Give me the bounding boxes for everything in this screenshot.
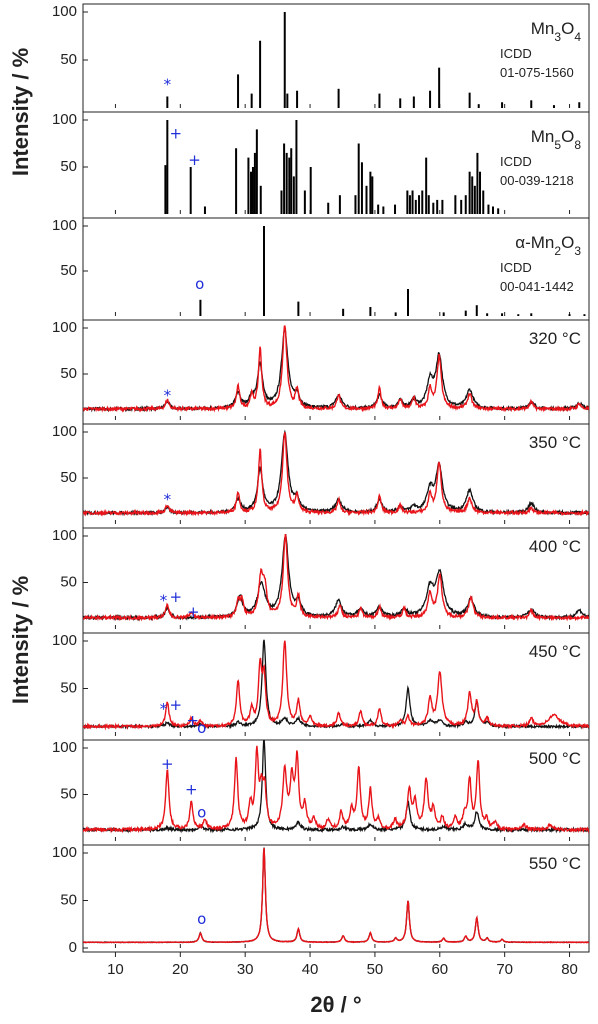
panel-temperature-label: 500 °C: [529, 749, 581, 768]
y-tick-label: 50: [60, 469, 77, 486]
x-tick-label: 10: [107, 961, 124, 978]
reference-source: ICDD: [500, 260, 532, 275]
y-tick-label: 0: [69, 939, 77, 956]
x-tick-label: 40: [302, 961, 319, 978]
panel-temperature-label: 450 °C: [529, 642, 581, 661]
phase-marker: *: [164, 491, 172, 509]
panel-temperature-label: 550 °C: [529, 854, 581, 873]
panel: 50 100 Mn5O8 ICDD 00-039-1218 + +: [52, 111, 590, 219]
y-axis-title-bottom: Intensity / %: [8, 576, 33, 704]
measured-pattern: [83, 740, 589, 834]
panel-temperature-label: 320 °C: [529, 329, 581, 348]
phase-marker: +: [188, 151, 201, 169]
phase-marker: *: [164, 387, 172, 405]
phase-marker: +: [169, 125, 182, 143]
phase-marker: +: [169, 696, 182, 714]
phase-label: Mn3O4: [531, 19, 582, 44]
phase-marker: +: [186, 711, 199, 729]
panel: 0 50 100 550 °C o: [52, 844, 590, 956]
phase-marker: o: [197, 719, 206, 737]
x-axis-title: 2θ / °: [310, 992, 361, 1017]
reference-code: 00-039-1218: [500, 173, 574, 188]
y-tick-label: 100: [52, 217, 77, 234]
measured-pattern: [83, 847, 589, 944]
phase-marker: *: [160, 592, 168, 610]
y-tick-label: 50: [60, 365, 77, 382]
phase-marker: o: [197, 804, 206, 822]
panel: 50 100 Mn3O4 ICDD 01-075-1560 *: [52, 3, 590, 113]
y-tick-label: 50: [60, 891, 77, 908]
fit-pattern: [83, 325, 589, 413]
x-tick-label: 20: [172, 961, 189, 978]
phase-marker: +: [169, 588, 182, 606]
phase-marker: o: [197, 910, 206, 928]
phase-marker: *: [160, 700, 168, 718]
phase-label: α-Mn2O3: [515, 233, 581, 258]
panel: 50 100 320 °C *: [52, 319, 590, 425]
phase-label: Mn5O8: [531, 127, 582, 152]
panel: 50 100 500 °C + + o: [52, 739, 590, 846]
y-tick-label: 50: [60, 51, 77, 68]
phase-marker: *: [164, 75, 172, 93]
x-tick-label: 50: [367, 961, 384, 978]
fit-pattern: [83, 847, 589, 944]
reference-code: 00-041-1442: [500, 279, 574, 294]
phase-marker: +: [185, 780, 198, 798]
phase-marker: +: [161, 755, 174, 773]
y-tick-label: 100: [52, 3, 77, 20]
y-tick-label: 50: [60, 573, 77, 590]
panel-frame: [82, 844, 590, 953]
reference-source: ICDD: [500, 46, 532, 61]
y-tick-label: 50: [60, 785, 77, 802]
y-tick-label: 100: [52, 739, 77, 756]
measured-pattern: [83, 429, 589, 517]
x-tick-label: 30: [237, 961, 254, 978]
y-tick-label: 100: [52, 319, 77, 336]
reference-source: ICDD: [500, 154, 532, 169]
fit-pattern: [83, 745, 589, 834]
phase-marker: +: [187, 603, 200, 621]
panel: 50 100 350 °C *: [52, 423, 590, 529]
y-axis-title-top: Intensity / %: [8, 48, 33, 176]
y-tick-label: 100: [52, 844, 77, 861]
y-tick-label: 100: [52, 423, 77, 440]
y-tick-label: 100: [52, 632, 77, 649]
y-tick-label: 100: [52, 527, 77, 544]
x-tick-label: 70: [496, 961, 513, 978]
x-tick-label: 80: [561, 961, 578, 978]
y-tick-label: 100: [52, 111, 77, 128]
measured-pattern: [83, 327, 589, 413]
x-tick-label: 60: [431, 961, 448, 978]
y-tick-label: 50: [60, 262, 77, 279]
y-tick-label: 50: [60, 679, 77, 696]
panel: 50 100 α-Mn2O3 ICDD 00-041-1442 o: [52, 217, 590, 321]
panel-temperature-label: 350 °C: [529, 433, 581, 452]
reference-code: 01-075-1560: [500, 65, 574, 80]
fit-pattern: [83, 533, 589, 622]
y-tick-label: 50: [60, 158, 77, 175]
panel-temperature-label: 400 °C: [529, 537, 581, 556]
fit-pattern: [83, 640, 589, 731]
phase-marker: o: [195, 275, 204, 293]
fit-pattern: [83, 432, 589, 517]
